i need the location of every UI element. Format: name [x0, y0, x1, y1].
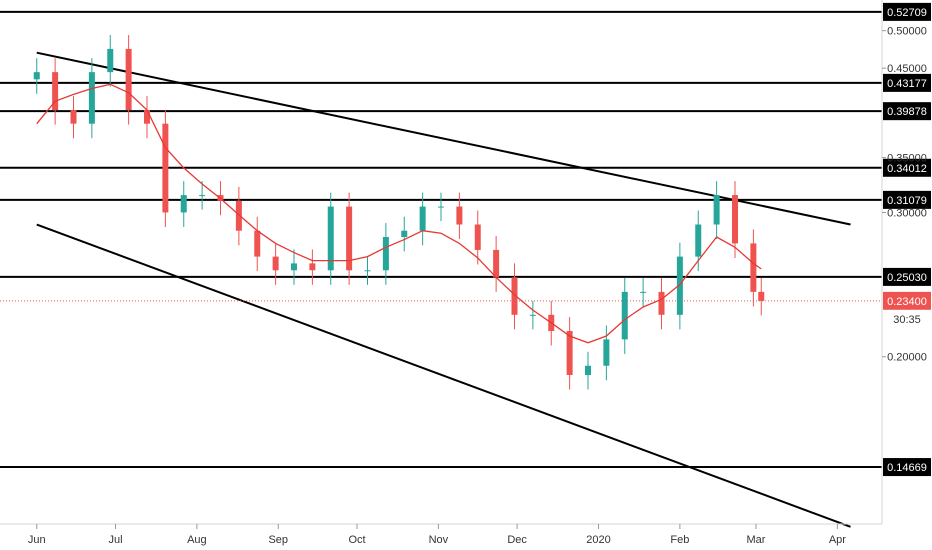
level-badge	[883, 267, 931, 286]
y-tick-label: 0.30000	[887, 207, 927, 219]
candle-body[interactable]	[235, 200, 242, 231]
candle-body[interactable]	[52, 72, 59, 111]
candle-body[interactable]	[585, 365, 591, 375]
x-tick-label: Nov	[429, 534, 449, 546]
x-tick-label: Apr	[829, 534, 846, 546]
candle-body[interactable]	[107, 48, 114, 73]
countdown-label: 30:35	[893, 314, 921, 326]
plot-area[interactable]	[0, 10, 882, 528]
x-tick-label: Dec	[507, 534, 527, 546]
candle-body[interactable]	[254, 230, 261, 257]
candle-body[interactable]	[511, 277, 518, 315]
y-tick-label: 0.45000	[887, 63, 927, 75]
x-tick-label: Sep	[268, 534, 288, 546]
candle-body[interactable]	[658, 291, 665, 315]
x-tick-label: Mar	[747, 534, 766, 546]
level-label: 0.14669	[887, 462, 927, 474]
candle-body[interactable]	[676, 256, 683, 315]
candle-body[interactable]	[758, 291, 765, 301]
candle-body[interactable]	[713, 195, 720, 225]
y-tick-label: 0.50000	[887, 26, 927, 38]
level-label: 0.39878	[887, 106, 927, 118]
time-axis[interactable]: Jun Jul Aug Sep Oct Nov Dec 2020 Feb Mar Apr	[28, 524, 846, 546]
trendline-2[interactable]	[36, 223, 851, 528]
candle-body[interactable]	[144, 110, 150, 124]
candle-body[interactable]	[456, 206, 463, 225]
candle-body[interactable]	[750, 243, 757, 292]
candle-body[interactable]	[125, 48, 132, 111]
level-label: 0.34012	[887, 163, 927, 175]
x-tick-label: Jul	[108, 534, 122, 546]
candle-body[interactable]	[33, 72, 40, 80]
candle-body[interactable]	[291, 263, 297, 271]
level-label: 0.52709	[887, 7, 927, 19]
candle-body[interactable]	[364, 270, 371, 272]
level-badge	[883, 190, 931, 209]
candle-body[interactable]	[162, 123, 169, 213]
x-tick-label: Jun	[28, 534, 46, 546]
candle-body[interactable]	[180, 195, 187, 213]
candle-body[interactable]	[732, 195, 738, 244]
level-label: 0.25030	[887, 272, 927, 284]
candle-body[interactable]	[382, 237, 389, 271]
candle-body[interactable]	[70, 110, 77, 124]
y-tick-label: 0.35000	[887, 153, 927, 165]
level-badge	[883, 158, 931, 177]
x-tick-label: Oct	[348, 534, 365, 546]
x-tick-label: Aug	[187, 534, 207, 546]
countdown-badge	[883, 309, 931, 328]
candle-body[interactable]	[272, 256, 279, 271]
x-tick-label: Feb	[670, 534, 689, 546]
current-price-badge	[883, 291, 931, 310]
level-label: 0.31079	[887, 195, 927, 207]
price-axis[interactable]: 0.52709 0.43177 0.39878 0.34012 0.31079 0.250…	[882, 2, 931, 477]
candle-body[interactable]	[529, 314, 536, 316]
level-badge	[883, 458, 931, 477]
candle-body[interactable]	[438, 206, 444, 208]
candle-body[interactable]	[401, 230, 408, 238]
candle-body[interactable]	[566, 331, 573, 375]
candle-body[interactable]	[419, 206, 426, 231]
candle-body[interactable]	[695, 224, 702, 257]
candles	[33, 34, 765, 390]
candle-body[interactable]	[327, 206, 334, 271]
candle-body[interactable]	[346, 206, 353, 271]
candle-body[interactable]	[493, 249, 500, 278]
candle-body[interactable]	[603, 339, 610, 366]
level-badge	[883, 73, 931, 92]
level-badge	[883, 2, 931, 21]
level-badge	[883, 102, 931, 121]
level-label: 0.43177	[887, 78, 927, 90]
x-tick-label: 2020	[586, 534, 610, 546]
current-price-label: 0.23400	[887, 296, 927, 308]
candle-body[interactable]	[199, 195, 206, 197]
candle-body[interactable]	[474, 224, 481, 250]
candle-body[interactable]	[621, 291, 628, 340]
y-tick-label: 0.20000	[887, 352, 927, 364]
candle-body[interactable]	[309, 263, 316, 271]
candle-body[interactable]	[88, 72, 95, 124]
candle-body[interactable]	[640, 291, 647, 293]
moving-average-line	[36, 83, 762, 344]
